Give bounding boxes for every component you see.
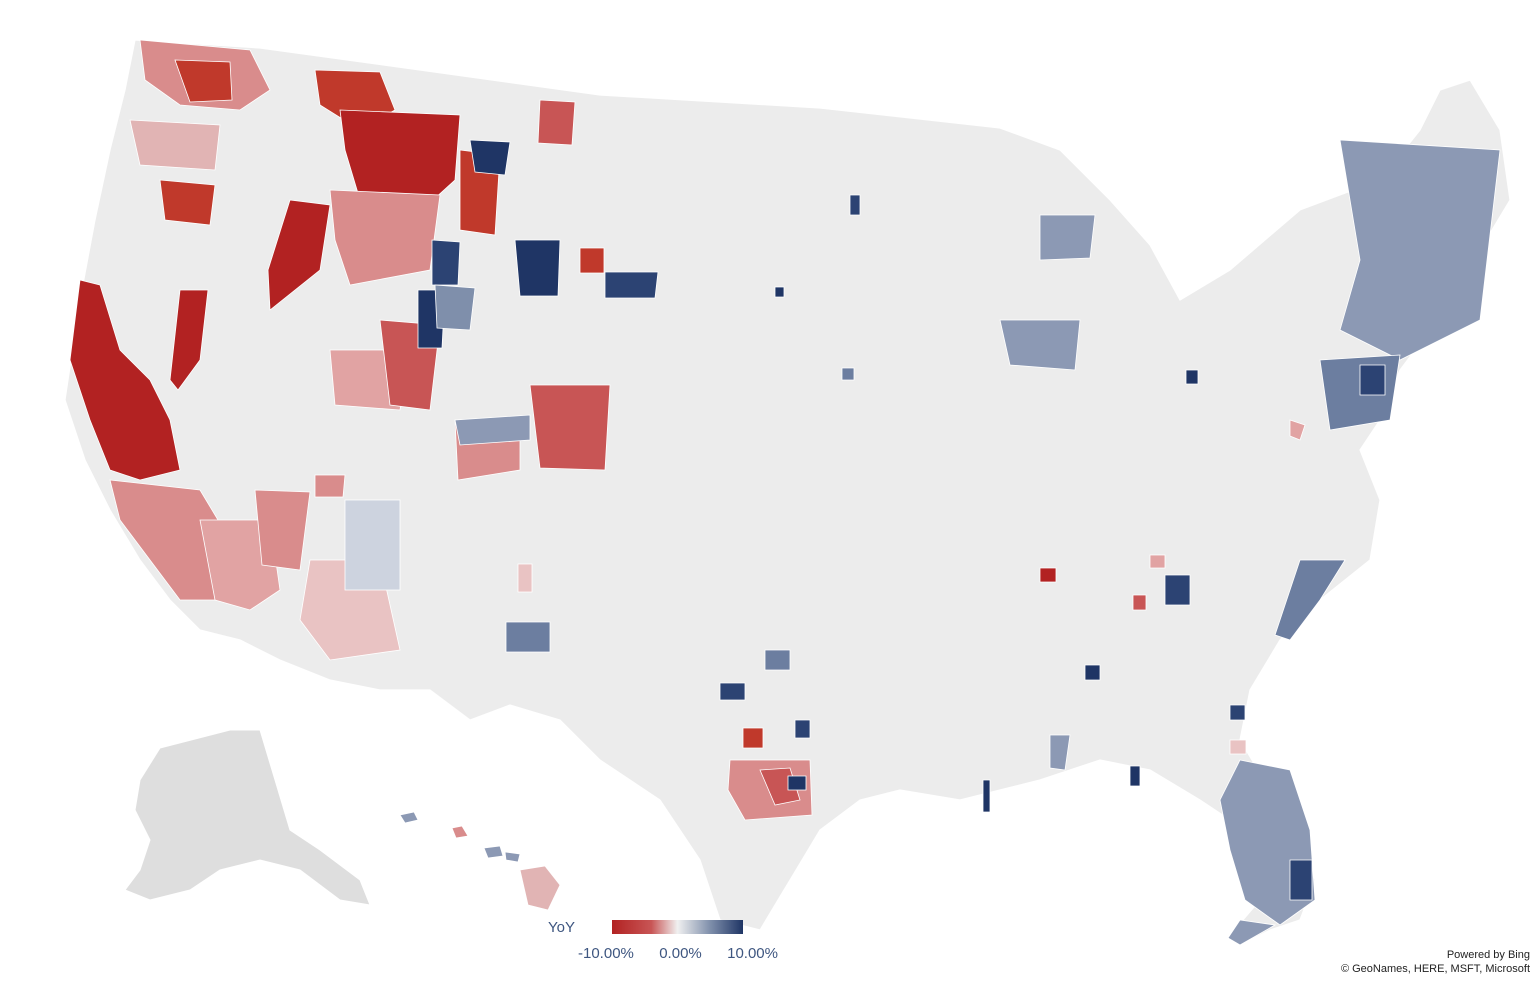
legend-max-label: 10.00% [727, 945, 778, 962]
negative-counties [69, 39, 1306, 833]
legend-mid-label: 0.00% [659, 945, 702, 962]
powered-by-text: Powered by Bing [1446, 949, 1530, 961]
copyright-text: © GeoNames, HERE, MSFT, Microsoft [1340, 963, 1530, 975]
legend-title: YoY [548, 919, 575, 936]
legend-color-scale [612, 920, 743, 934]
hawaii-islands [399, 811, 561, 911]
map-attribution: Powered by Bing © GeoNames, HERE, MSFT, … [1341, 948, 1530, 976]
alaska-landmass [124, 729, 371, 906]
positive-counties [344, 139, 1501, 946]
legend-labels: -10.00% 0.00% 10.00% [578, 945, 778, 962]
legend-min-label: -10.00% [578, 945, 634, 962]
